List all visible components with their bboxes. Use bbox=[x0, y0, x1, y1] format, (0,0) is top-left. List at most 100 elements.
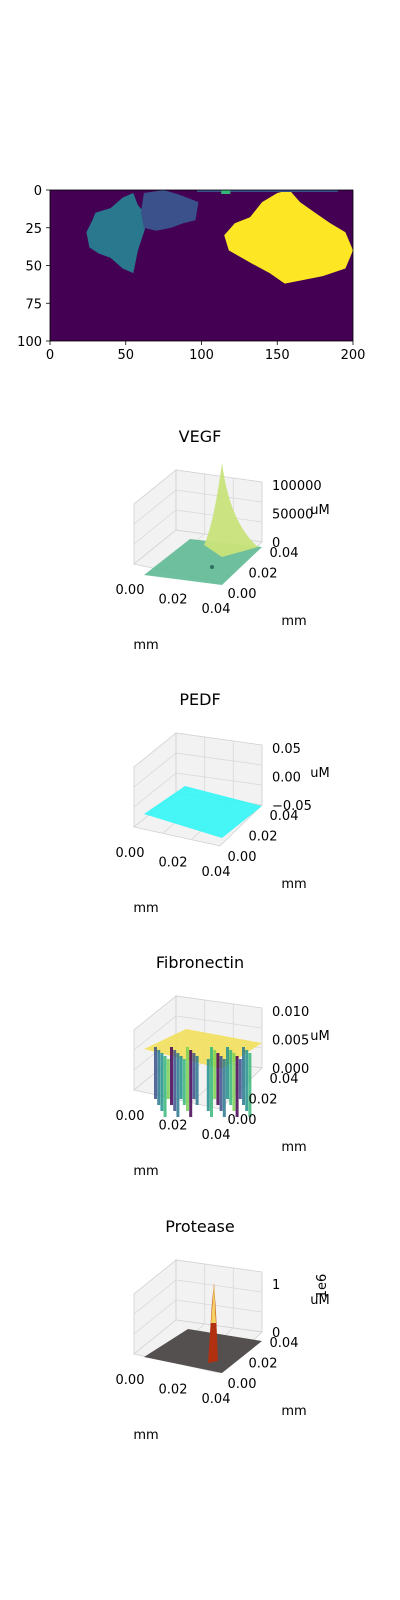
surface-fibronectin-pit bbox=[163, 1056, 167, 1117]
surface-fibronectin-pit bbox=[179, 1056, 183, 1099]
surface-fibronectin-pit bbox=[232, 1053, 236, 1111]
surface-vegf-peak bbox=[204, 463, 258, 557]
heatmap-y-tick-label: 25 bbox=[25, 222, 42, 237]
surface-x-tick-label: 0.02 bbox=[159, 1383, 188, 1398]
heatmap-region-1 bbox=[86, 193, 149, 274]
heatmap-y-tick-label: 50 bbox=[25, 260, 42, 275]
surface-z-tick-label: 0.010 bbox=[272, 1005, 309, 1020]
heatmap-x-tick-label: 50 bbox=[117, 348, 134, 363]
surface-z-tick-label: 0.00 bbox=[272, 771, 301, 786]
surface-fibronectin-pit bbox=[189, 1050, 193, 1117]
surface-grid-line bbox=[133, 772, 177, 808]
heatmap-region-3 bbox=[224, 190, 353, 284]
surface-y-axis-label: mm bbox=[281, 877, 306, 892]
surface-title: PEDF bbox=[179, 690, 220, 709]
heatmap-x-tick-label: 100 bbox=[189, 348, 214, 363]
surface-grid-line bbox=[133, 1279, 177, 1315]
surface-x-tick-label: 0.00 bbox=[116, 583, 145, 598]
surface-grid-line bbox=[133, 509, 177, 545]
surface-z-axis-label: uM bbox=[310, 503, 329, 518]
surface-fibronectin-pit bbox=[192, 1053, 196, 1099]
surface-fibronectin-pit bbox=[213, 1050, 217, 1099]
surface-z-tick-label: −0.05 bbox=[272, 799, 312, 814]
surface-grid-line bbox=[133, 1299, 177, 1335]
surface-x-axis-label: mm bbox=[133, 1164, 158, 1179]
surface-grid-line bbox=[175, 1279, 263, 1293]
surface-z-tick-label: 1 bbox=[272, 1278, 280, 1293]
surface-x-tick-label: 0.04 bbox=[202, 1392, 231, 1407]
surface-fibronectin-pit bbox=[206, 1059, 210, 1111]
surface-fibronectin-pit bbox=[216, 1053, 220, 1105]
surface-fibronectin-pit bbox=[245, 1050, 249, 1111]
surface-y-tick-label: 0.04 bbox=[270, 1072, 299, 1087]
surface-title: Fibronectin bbox=[156, 953, 244, 972]
surface-z-tick-label: 100000 bbox=[272, 479, 322, 494]
surface-y-tick-label: 0.02 bbox=[249, 1093, 278, 1108]
surface-x-tick-label: 0.04 bbox=[202, 602, 231, 617]
surface-x-tick-label: 0.00 bbox=[116, 846, 145, 861]
surface-panel-fibronectin: Fibronectin0.000.020.040.000.020.040.000… bbox=[116, 953, 330, 1179]
heatmap-top-stripe bbox=[196, 190, 338, 192]
surface-x-tick-label: 0.04 bbox=[202, 865, 231, 880]
surface-fibronectin-pit bbox=[186, 1047, 189, 1111]
surface-fibronectin-pit bbox=[166, 1059, 170, 1099]
surface-fibronectin-pit bbox=[235, 1056, 239, 1117]
surface-fibronectin-pit bbox=[238, 1059, 242, 1099]
heatmap-chart: 0 50 100 150 200 0 25 50 75 100 bbox=[17, 184, 366, 363]
surface-y-tick-label: 0.00 bbox=[228, 1113, 257, 1128]
surface-grid-line bbox=[133, 752, 177, 788]
surface-y-axis-label: mm bbox=[281, 1404, 306, 1419]
surface-fibronectin-pit bbox=[229, 1050, 233, 1105]
surface-y-tick-label: 0.02 bbox=[249, 830, 278, 845]
surface-charts: VEGF0.000.020.040.000.020.04050000100000… bbox=[116, 427, 330, 1443]
surface-back-right-wall bbox=[175, 1259, 263, 1333]
surface-protease-spike-tip bbox=[211, 1283, 216, 1323]
surface-y-tick-label: 0.00 bbox=[228, 850, 257, 865]
surface-x-tick-label: 0.02 bbox=[159, 593, 188, 608]
surface-x-tick-label: 0.00 bbox=[116, 1373, 145, 1388]
surface-x-tick-label: 0.00 bbox=[116, 1109, 145, 1124]
heatmap-small-region bbox=[221, 190, 231, 194]
surface-fibronectin-pit bbox=[210, 1047, 213, 1117]
surface-grid-line bbox=[133, 489, 177, 525]
surface-x-axis-label: mm bbox=[133, 1428, 158, 1443]
surface-panel-protease: Protease0.000.020.040.000.020.0401mmmmuM… bbox=[116, 1217, 330, 1443]
surface-fibronectin-pit bbox=[219, 1056, 223, 1111]
surface-vegf-marker bbox=[210, 565, 214, 569]
surface-title: Protease bbox=[165, 1217, 234, 1236]
heatmap-y-tick-label: 100 bbox=[17, 335, 42, 350]
surface-panel-pedf: PEDF0.000.020.040.000.020.04−0.050.000.0… bbox=[116, 690, 330, 916]
surface-fibronectin-pit bbox=[242, 1047, 245, 1105]
surface-y-axis-label: mm bbox=[281, 614, 306, 629]
surface-fibronectin-pit bbox=[170, 1047, 173, 1105]
surface-grid-line bbox=[175, 1015, 263, 1029]
surface-z-offset-label: 1e6 bbox=[315, 1274, 330, 1299]
surface-fibronectin-pit bbox=[226, 1047, 229, 1099]
surface-fibronectin-pit bbox=[173, 1050, 177, 1111]
surface-z-tick-label: 0 bbox=[272, 536, 280, 551]
surface-z-tick-label: 0 bbox=[272, 1326, 280, 1341]
surface-y-axis-label: mm bbox=[281, 1140, 306, 1155]
surface-x-axis-label: mm bbox=[133, 901, 158, 916]
surface-y-tick-label: 0.00 bbox=[228, 1377, 257, 1392]
surface-fibronectin-pit bbox=[154, 1047, 157, 1099]
surface-z-axis-label: uM bbox=[310, 1029, 329, 1044]
surface-fibronectin-pit bbox=[160, 1053, 164, 1111]
heatmap-x-tick-label: 150 bbox=[265, 348, 290, 363]
surface-x-tick-label: 0.02 bbox=[159, 1119, 188, 1134]
surface-grid-line bbox=[133, 1015, 177, 1051]
surface-z-tick-label: 0.000 bbox=[272, 1062, 309, 1077]
heatmap-y-tick-label: 0 bbox=[34, 184, 42, 199]
surface-x-tick-label: 0.04 bbox=[202, 1128, 231, 1143]
surface-pedf-plane bbox=[144, 786, 262, 838]
surface-z-axis-label: uM bbox=[310, 1293, 329, 1308]
surface-grid-line bbox=[175, 772, 263, 786]
surface-z-tick-label: 0.05 bbox=[272, 742, 301, 757]
heatmap-x-tick-label: 200 bbox=[341, 348, 366, 363]
surface-fibronectin-pit bbox=[195, 1056, 199, 1105]
surface-y-tick-label: 0.02 bbox=[249, 1357, 278, 1372]
surface-z-axis-label: uM bbox=[310, 766, 329, 781]
surface-grid-line bbox=[175, 752, 263, 766]
heatmap-x-tick-label: 0 bbox=[46, 348, 54, 363]
surface-fibronectin-pit bbox=[222, 1059, 226, 1117]
